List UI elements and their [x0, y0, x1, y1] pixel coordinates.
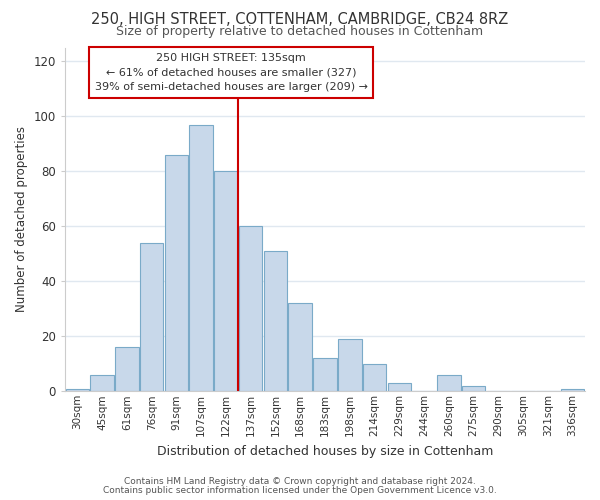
Bar	[313, 358, 337, 392]
Bar	[214, 172, 238, 392]
Bar	[462, 386, 485, 392]
Y-axis label: Number of detached properties: Number of detached properties	[15, 126, 28, 312]
Bar	[338, 339, 362, 392]
Bar	[190, 124, 213, 392]
Text: 250, HIGH STREET, COTTENHAM, CAMBRIDGE, CB24 8RZ: 250, HIGH STREET, COTTENHAM, CAMBRIDGE, …	[91, 12, 509, 28]
Bar	[140, 243, 163, 392]
Bar	[437, 375, 461, 392]
Bar	[239, 226, 262, 392]
Bar	[65, 388, 89, 392]
Text: Size of property relative to detached houses in Cottenham: Size of property relative to detached ho…	[116, 25, 484, 38]
Text: Contains public sector information licensed under the Open Government Licence v3: Contains public sector information licen…	[103, 486, 497, 495]
Text: Contains HM Land Registry data © Crown copyright and database right 2024.: Contains HM Land Registry data © Crown c…	[124, 478, 476, 486]
Text: 250 HIGH STREET: 135sqm
← 61% of detached houses are smaller (327)
39% of semi-d: 250 HIGH STREET: 135sqm ← 61% of detache…	[95, 52, 368, 92]
Bar	[263, 251, 287, 392]
Bar	[561, 388, 584, 392]
Bar	[388, 383, 411, 392]
Bar	[164, 155, 188, 392]
X-axis label: Distribution of detached houses by size in Cottenham: Distribution of detached houses by size …	[157, 444, 493, 458]
Bar	[91, 375, 114, 392]
Bar	[363, 364, 386, 392]
Bar	[289, 304, 312, 392]
Bar	[115, 348, 139, 392]
